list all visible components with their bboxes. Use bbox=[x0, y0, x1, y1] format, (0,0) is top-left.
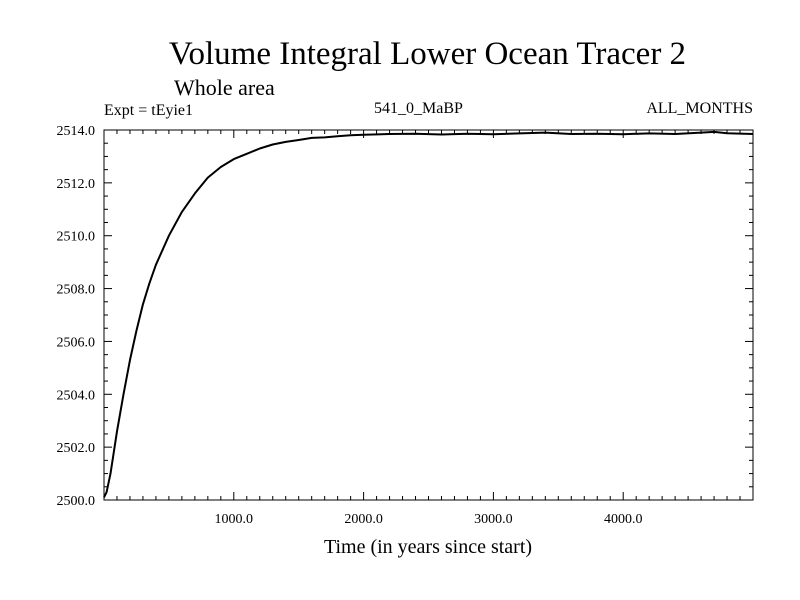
series-layer bbox=[103, 130, 754, 498]
x-axis-label: Time (in years since start) bbox=[324, 536, 532, 558]
y-tick-label: 2506.0 bbox=[57, 335, 96, 350]
x-axis-ticks: 1000.0 2000.0 3000.0 4000.0 bbox=[116, 130, 741, 527]
x-tick-label: 1000.0 bbox=[215, 512, 254, 527]
y-tick-label: 2512.0 bbox=[57, 177, 96, 192]
series-line bbox=[103, 130, 754, 498]
y-tick-label: 2504.0 bbox=[57, 388, 96, 403]
experiment-label: Expt = tEyie1 bbox=[104, 102, 194, 119]
y-tick-label: 2500.0 bbox=[57, 494, 96, 509]
x-tick-label: 4000.0 bbox=[604, 512, 643, 527]
x-tick-label: 2000.0 bbox=[344, 512, 383, 527]
y-tick-label: 2502.0 bbox=[57, 441, 96, 456]
months-label: ALL_MONTHS bbox=[646, 100, 753, 117]
x-tick-label: 3000.0 bbox=[474, 512, 513, 527]
y-axis-ticks: 2500.0 2502.0 2504.0 2506.0 2508.0 2510.0 2512… bbox=[57, 124, 753, 509]
chart-title: Volume Integral Lower Ocean Tracer 2 bbox=[168, 36, 687, 72]
y-tick-label: 2514.0 bbox=[57, 124, 96, 139]
y-tick-label: 2508.0 bbox=[57, 283, 96, 298]
period-label: 541_0_MaBP bbox=[374, 100, 463, 117]
y-tick-label: 2510.0 bbox=[57, 230, 96, 245]
chart-subtitle: Whole area bbox=[174, 75, 275, 100]
